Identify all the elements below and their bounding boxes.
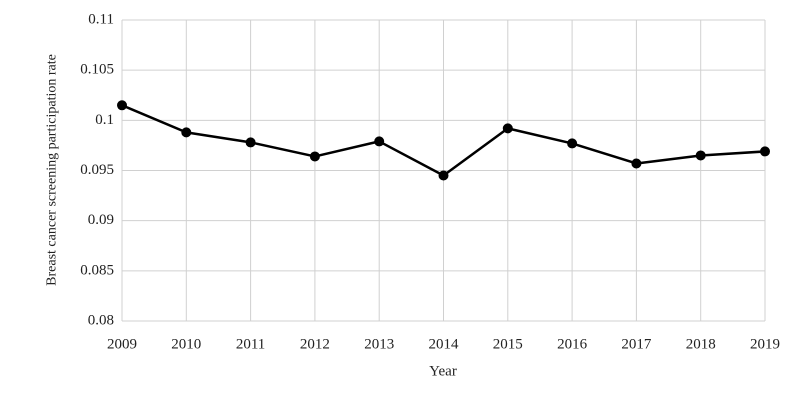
x-tick-label: 2015 bbox=[493, 336, 523, 352]
data-point bbox=[695, 150, 706, 161]
x-tick-label: 2018 bbox=[686, 336, 716, 352]
data-point bbox=[309, 151, 320, 162]
data-point bbox=[567, 138, 578, 149]
x-tick-label: 2019 bbox=[750, 336, 780, 352]
data-point bbox=[181, 127, 192, 138]
data-point bbox=[117, 100, 127, 111]
data-point bbox=[631, 158, 642, 169]
x-tick-label: 2017 bbox=[621, 336, 652, 352]
y-tick-label: 0.085 bbox=[80, 262, 114, 278]
y-tick-label: 0.095 bbox=[80, 162, 114, 178]
x-tick-label: 2014 bbox=[429, 336, 460, 352]
x-tick-label: 2016 bbox=[557, 336, 588, 352]
data-point bbox=[245, 137, 256, 148]
y-tick-label: 0.1 bbox=[95, 112, 114, 128]
data-point bbox=[502, 123, 513, 134]
data-point bbox=[760, 146, 770, 157]
x-tick-label: 2011 bbox=[236, 336, 265, 352]
y-axis-title: Breast cancer screening participation ra… bbox=[44, 54, 60, 286]
x-tick-label: 2010 bbox=[171, 336, 201, 352]
x-axis-title: Year bbox=[429, 363, 457, 379]
x-tick-label: 2012 bbox=[300, 336, 330, 352]
y-tick-label: 0.09 bbox=[88, 212, 114, 228]
x-tick-label: 2013 bbox=[364, 336, 394, 352]
y-tick-label: 0.105 bbox=[80, 62, 114, 78]
y-tick-label: 0.08 bbox=[88, 312, 114, 328]
data-point bbox=[438, 170, 449, 181]
data-point bbox=[374, 136, 385, 147]
y-tick-label: 0.11 bbox=[88, 11, 114, 27]
x-tick-label: 2009 bbox=[107, 336, 137, 352]
